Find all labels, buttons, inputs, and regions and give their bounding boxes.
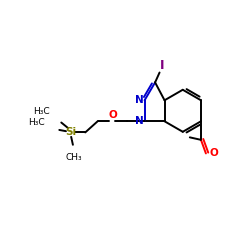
Text: CH₃: CH₃ [66,153,82,162]
Text: Si: Si [65,128,76,138]
Text: H₃C: H₃C [28,118,44,126]
Text: O: O [210,148,218,158]
Text: O: O [108,110,117,120]
Text: H₃C: H₃C [33,107,50,116]
Text: N: N [134,95,143,105]
Text: I: I [160,58,165,71]
Text: N: N [134,116,143,126]
